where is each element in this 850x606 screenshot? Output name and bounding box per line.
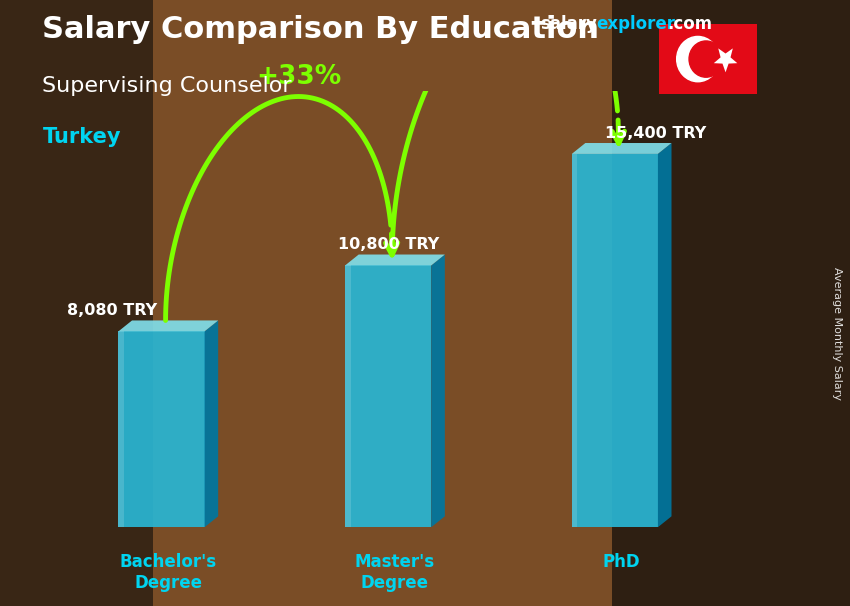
- Text: Salary Comparison By Education: Salary Comparison By Education: [42, 15, 599, 44]
- Text: 10,800 TRY: 10,800 TRY: [337, 238, 439, 252]
- Text: PhD: PhD: [603, 553, 640, 571]
- Polygon shape: [118, 321, 218, 331]
- Text: +33%: +33%: [256, 64, 341, 90]
- Text: Supervising Counselor: Supervising Counselor: [42, 76, 292, 96]
- Polygon shape: [153, 0, 612, 606]
- Polygon shape: [572, 154, 577, 527]
- Polygon shape: [714, 48, 737, 72]
- Circle shape: [677, 36, 719, 82]
- Polygon shape: [572, 143, 672, 154]
- Circle shape: [689, 41, 723, 77]
- Bar: [118, 331, 205, 527]
- Text: salary: salary: [540, 15, 597, 33]
- Text: 8,080 TRY: 8,080 TRY: [66, 303, 156, 318]
- Text: explorer: explorer: [596, 15, 675, 33]
- Text: Average Monthly Salary: Average Monthly Salary: [832, 267, 842, 400]
- Polygon shape: [658, 143, 672, 527]
- Bar: [345, 265, 431, 527]
- Polygon shape: [345, 265, 351, 527]
- Polygon shape: [0, 0, 153, 606]
- Bar: [572, 154, 658, 527]
- Polygon shape: [345, 255, 445, 265]
- Text: 15,400 TRY: 15,400 TRY: [605, 126, 706, 141]
- Text: Master's
Degree: Master's Degree: [355, 553, 435, 592]
- Polygon shape: [205, 321, 218, 527]
- Text: Turkey: Turkey: [42, 127, 121, 147]
- Polygon shape: [612, 0, 850, 606]
- Polygon shape: [118, 331, 124, 527]
- Polygon shape: [431, 255, 445, 527]
- Text: .com: .com: [667, 15, 712, 33]
- Text: Bachelor's
Degree: Bachelor's Degree: [120, 553, 217, 592]
